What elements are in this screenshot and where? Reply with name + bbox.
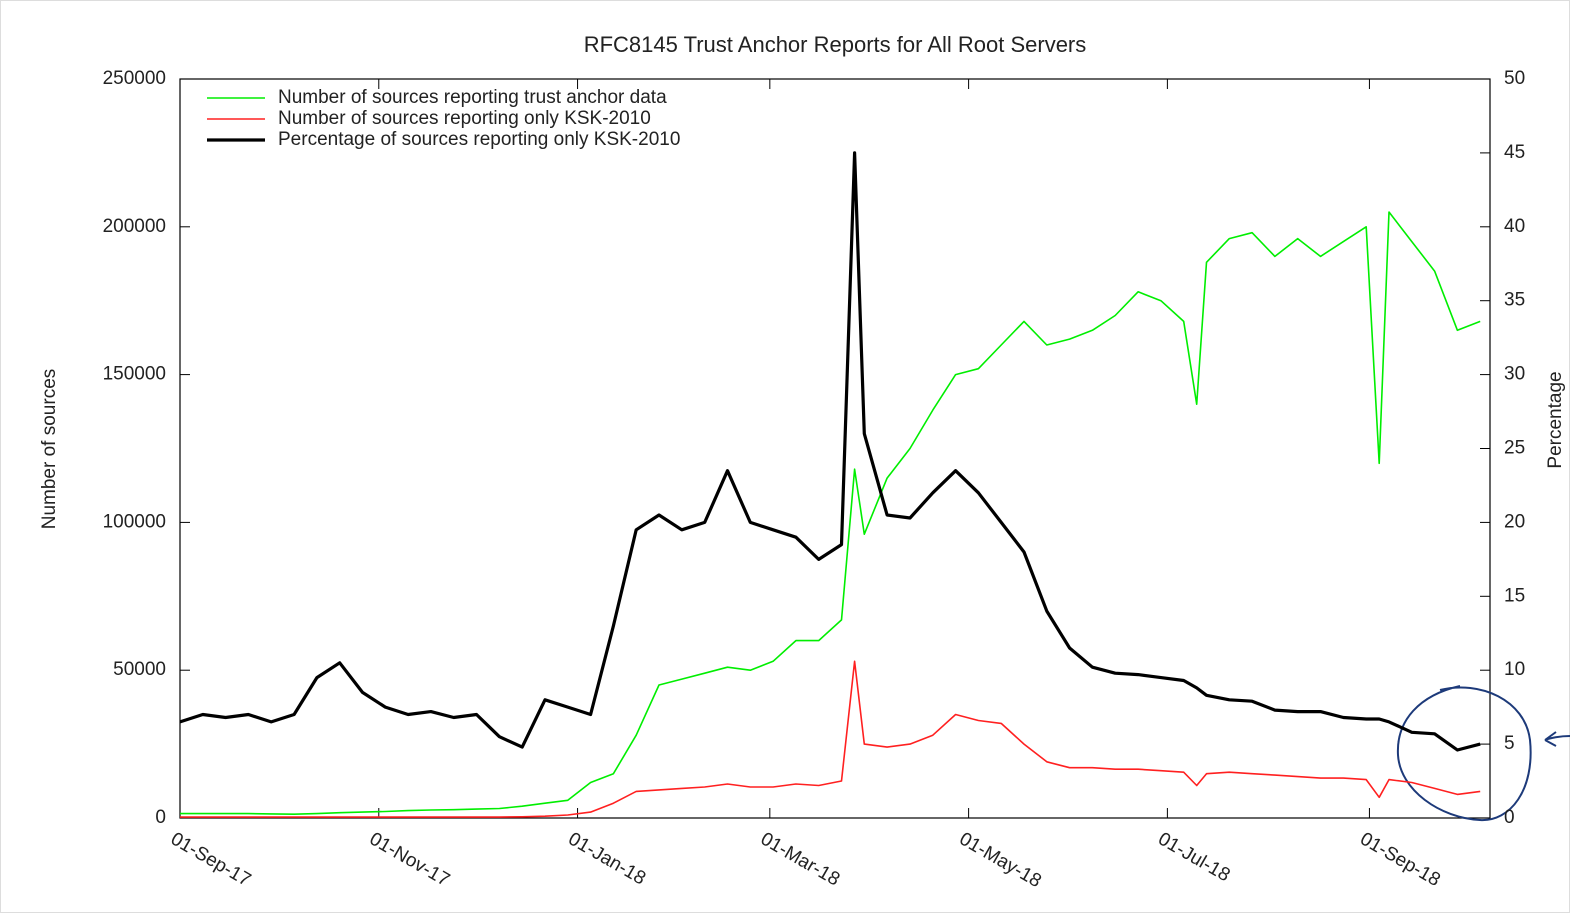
y2-tick-label: 0 bbox=[1504, 807, 1515, 828]
x-tick-label: 01-Jul-18 bbox=[1154, 828, 1233, 886]
y-tick-label: 200000 bbox=[103, 216, 166, 237]
y2-tick-label: 5 bbox=[1504, 733, 1515, 754]
y2-tick-label: 45 bbox=[1504, 142, 1525, 163]
y2-tick-label: 15 bbox=[1504, 585, 1525, 606]
hand-annotation-arrow bbox=[1544, 731, 1570, 747]
x-tick-label: 01-Sep-18 bbox=[1356, 828, 1443, 891]
y-tick-label: 250000 bbox=[103, 68, 166, 89]
legend-label: Percentage of sources reporting only KSK… bbox=[278, 129, 680, 150]
legend-label: Number of sources reporting only KSK-201… bbox=[278, 108, 651, 129]
legend-label: Number of sources reporting trust anchor… bbox=[278, 87, 667, 108]
y-tick-label: 50000 bbox=[113, 659, 166, 680]
x-tick-label: 01-May-18 bbox=[956, 828, 1045, 892]
y2-axis-label: Percentage bbox=[1545, 371, 1566, 468]
x-tick-label: 01-Mar-18 bbox=[757, 828, 843, 890]
y2-tick-label: 50 bbox=[1504, 68, 1525, 89]
y2-tick-label: 40 bbox=[1504, 216, 1525, 237]
series-line bbox=[179, 151, 1481, 752]
y2-tick-label: 25 bbox=[1504, 438, 1525, 459]
series-line bbox=[180, 660, 1481, 818]
y2-tick-label: 10 bbox=[1504, 659, 1525, 680]
y-tick-label: 100000 bbox=[103, 511, 166, 532]
series-line bbox=[180, 211, 1481, 815]
y2-tick-label: 35 bbox=[1504, 290, 1525, 311]
y-axis-label: Number of sources bbox=[39, 369, 60, 530]
plot-frame bbox=[179, 78, 1491, 819]
y2-tick-label: 20 bbox=[1504, 511, 1525, 532]
x-tick-label: 01-Sep-17 bbox=[167, 828, 254, 891]
chart-title: RFC8145 Trust Anchor Reports for All Roo… bbox=[584, 32, 1087, 57]
x-tick-label: 01-Jan-18 bbox=[565, 828, 650, 889]
y-tick-label: 0 bbox=[155, 807, 166, 828]
y2-tick-label: 30 bbox=[1504, 364, 1525, 385]
y-tick-label: 150000 bbox=[103, 364, 166, 385]
x-tick-label: 01-Nov-17 bbox=[366, 828, 453, 891]
